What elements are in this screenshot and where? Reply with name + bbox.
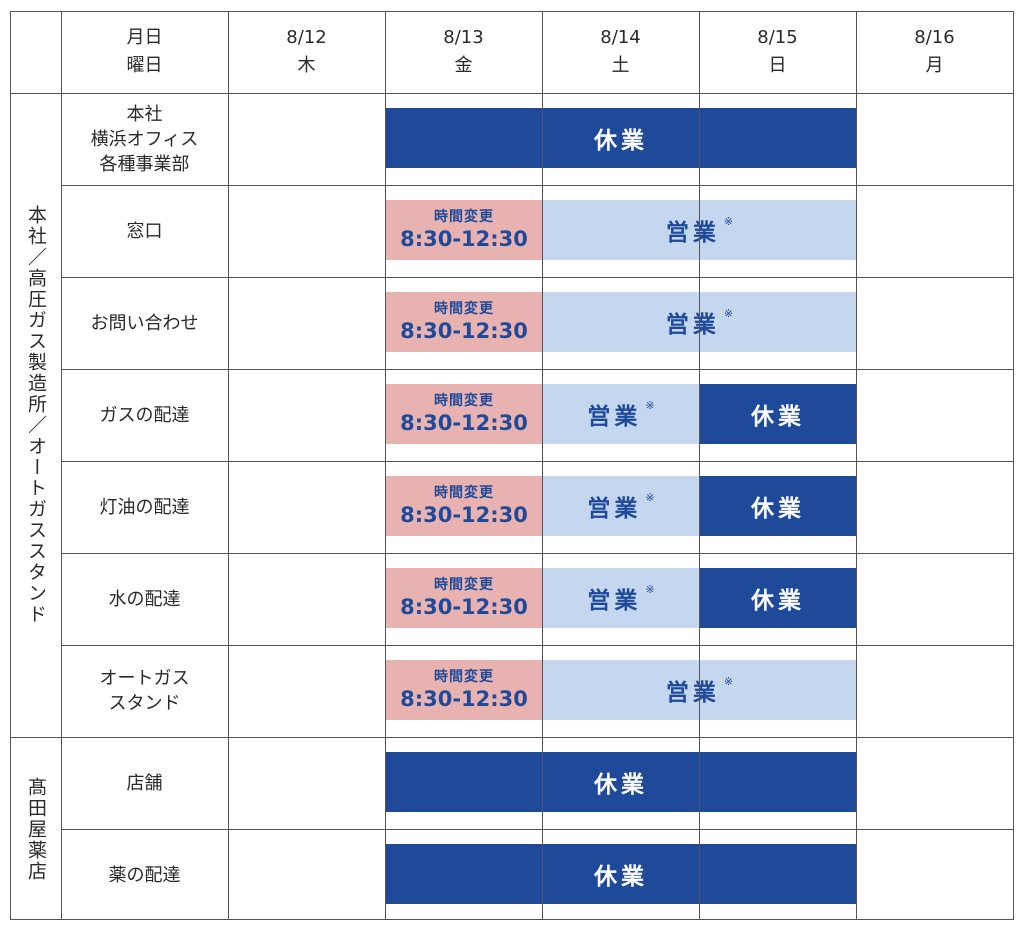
row-divider [61, 461, 1014, 462]
row-divider [61, 369, 1014, 370]
group-divider [10, 737, 1014, 738]
day-date: 8/16 [914, 27, 955, 48]
day-header-2: 8/13 金 [385, 11, 542, 93]
row-divider [61, 277, 1014, 278]
column-divider [542, 11, 543, 920]
status-open-note-mark: ※ [723, 214, 734, 228]
status-changed-label: 時間変更 [434, 669, 494, 685]
status-open-label: 営業 [665, 312, 720, 338]
column-divider [385, 11, 386, 920]
status-changed-hours: 8:30-12:30 [400, 595, 528, 619]
status-bar-changed: 時間変更 8:30-12:30 [386, 476, 542, 536]
status-open-label: 営業 [587, 404, 642, 430]
row-label: 店舗 [126, 772, 163, 794]
status-bar-closed: 休業 [700, 568, 856, 628]
table-right-border [1013, 11, 1014, 920]
day-weekday: 月 [925, 55, 944, 76]
status-changed-hours: 8:30-12:30 [400, 411, 528, 435]
status-bar-open: 営業 ※ [543, 384, 699, 444]
status-closed-label: 休業 [594, 772, 648, 798]
status-bar-changed: 時間変更 8:30-12:30 [386, 384, 542, 444]
row-divider [61, 185, 1014, 186]
column-divider [856, 11, 857, 920]
day-header-4: 8/15 日 [699, 11, 856, 93]
status-changed-label: 時間変更 [434, 393, 494, 409]
row-divider [61, 645, 1014, 646]
day-weekday: 木 [297, 55, 316, 76]
status-closed-label: 休業 [751, 404, 805, 430]
column-divider [228, 11, 229, 920]
status-bar-changed: 時間変更 8:30-12:30 [386, 292, 542, 352]
row-label: 灯油の配達 [99, 496, 190, 518]
day-weekday: 土 [611, 55, 630, 76]
row-label: 本社 横浜オフィス 各種事業部 [90, 103, 199, 175]
status-closed-label: 休業 [594, 128, 648, 154]
column-divider [61, 11, 62, 920]
status-open-note-mark: ※ [723, 674, 734, 688]
status-changed-label: 時間変更 [434, 577, 494, 593]
status-closed-label: 休業 [594, 864, 648, 890]
status-changed-label: 時間変更 [434, 301, 494, 317]
status-bar-changed: 時間変更 8:30-12:30 [386, 200, 542, 260]
group-label: 本社／高圧ガス製造所／オートガススタンド [25, 205, 47, 625]
row-label: 薬の配達 [108, 864, 181, 886]
status-open-label: 営業 [587, 588, 642, 614]
status-changed-label: 時間変更 [434, 485, 494, 501]
row-label: 水の配達 [108, 588, 181, 610]
status-open-label: 営業 [665, 220, 720, 246]
date-weekday-header: 月日 曜日 [126, 27, 163, 76]
status-bar-closed: 休業 [386, 108, 856, 168]
status-closed-label: 休業 [751, 496, 805, 522]
status-changed-hours: 8:30-12:30 [400, 227, 528, 251]
status-changed-hours: 8:30-12:30 [400, 503, 528, 527]
day-date: 8/13 [443, 27, 484, 48]
status-open-note-mark: ※ [723, 306, 734, 320]
day-date: 8/14 [600, 27, 641, 48]
status-changed-hours: 8:30-12:30 [400, 687, 528, 711]
row-label: オートガス スタンド [99, 668, 190, 714]
status-bar-closed: 休業 [386, 752, 856, 812]
day-header-3: 8/14 土 [542, 11, 699, 93]
status-open-note-mark: ※ [645, 490, 655, 504]
status-closed-label: 休業 [751, 588, 805, 614]
row-divider [61, 553, 1014, 554]
row-label: 窓口 [126, 220, 163, 242]
header-bottom-border [10, 93, 1014, 94]
row-divider [61, 829, 1014, 830]
group-label: 髙田屋薬店 [25, 776, 47, 882]
day-weekday: 日 [768, 55, 787, 76]
holiday-schedule-table: 月日 曜日 8/12 木 8/13 金 8/14 土 8/15 日 8/16 月本社 横浜オフィス … [10, 11, 1014, 920]
day-date: 8/12 [286, 27, 327, 48]
status-changed-label: 時間変更 [434, 209, 494, 225]
day-header-1: 8/12 木 [228, 11, 385, 93]
status-changed-hours: 8:30-12:30 [400, 319, 528, 343]
status-bar-closed: 休業 [700, 384, 856, 444]
row-label: ガスの配達 [99, 404, 190, 426]
status-bar-changed: 時間変更 8:30-12:30 [386, 568, 542, 628]
status-bar-changed: 時間変更 8:30-12:30 [386, 660, 542, 720]
status-open-label: 営業 [587, 496, 642, 522]
status-open-label: 営業 [665, 680, 720, 706]
table-top-border [10, 11, 1014, 12]
status-open-note-mark: ※ [645, 582, 655, 596]
status-bar-open: 営業 ※ [543, 568, 699, 628]
status-bar-closed: 休業 [386, 844, 856, 904]
table-bottom-border [10, 919, 1014, 920]
status-bar-open: 営業 ※ [543, 476, 699, 536]
row-label: お問い合わせ [90, 312, 199, 334]
day-weekday: 金 [454, 55, 473, 76]
column-divider [699, 11, 700, 920]
table-left-border [10, 11, 11, 920]
day-header-5: 8/16 月 [856, 11, 1013, 93]
status-bar-closed: 休業 [700, 476, 856, 536]
day-date: 8/15 [757, 27, 798, 48]
status-open-note-mark: ※ [645, 398, 655, 412]
